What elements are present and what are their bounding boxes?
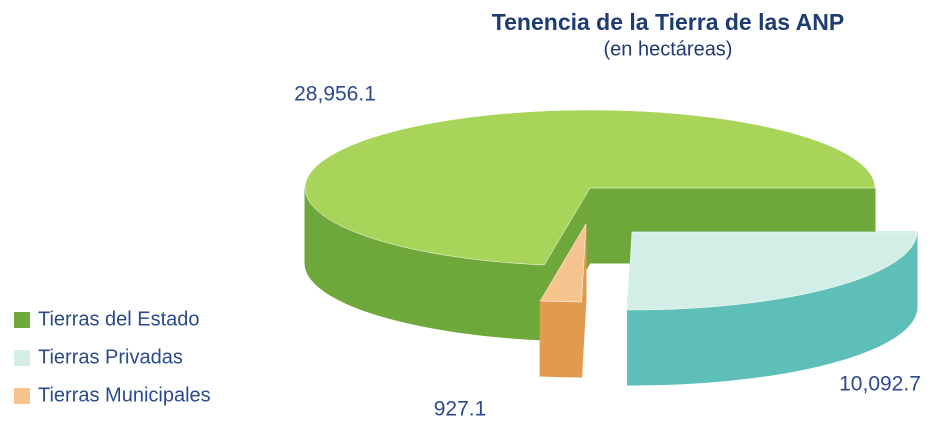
- legend-swatch: [14, 350, 30, 366]
- slice: [304, 109, 876, 266]
- chart-title: Tenencia de la Tierra de las ANP: [492, 9, 844, 35]
- legend-label: Tierras Privadas: [38, 346, 183, 368]
- legend-label: Tierras del Estado: [38, 308, 200, 330]
- legend-label: Tierras Municipales: [38, 384, 211, 406]
- slice: [539, 223, 587, 303]
- value-label: 28,956.1: [294, 83, 376, 106]
- chart-subtitle: (en hectáreas): [604, 38, 733, 60]
- value-label: 10,092.7: [839, 373, 921, 396]
- slice-side: [539, 300, 583, 378]
- legend-swatch: [14, 388, 30, 404]
- slice: [627, 231, 918, 311]
- value-label: 927.1: [434, 398, 487, 421]
- legend-swatch: [14, 312, 30, 328]
